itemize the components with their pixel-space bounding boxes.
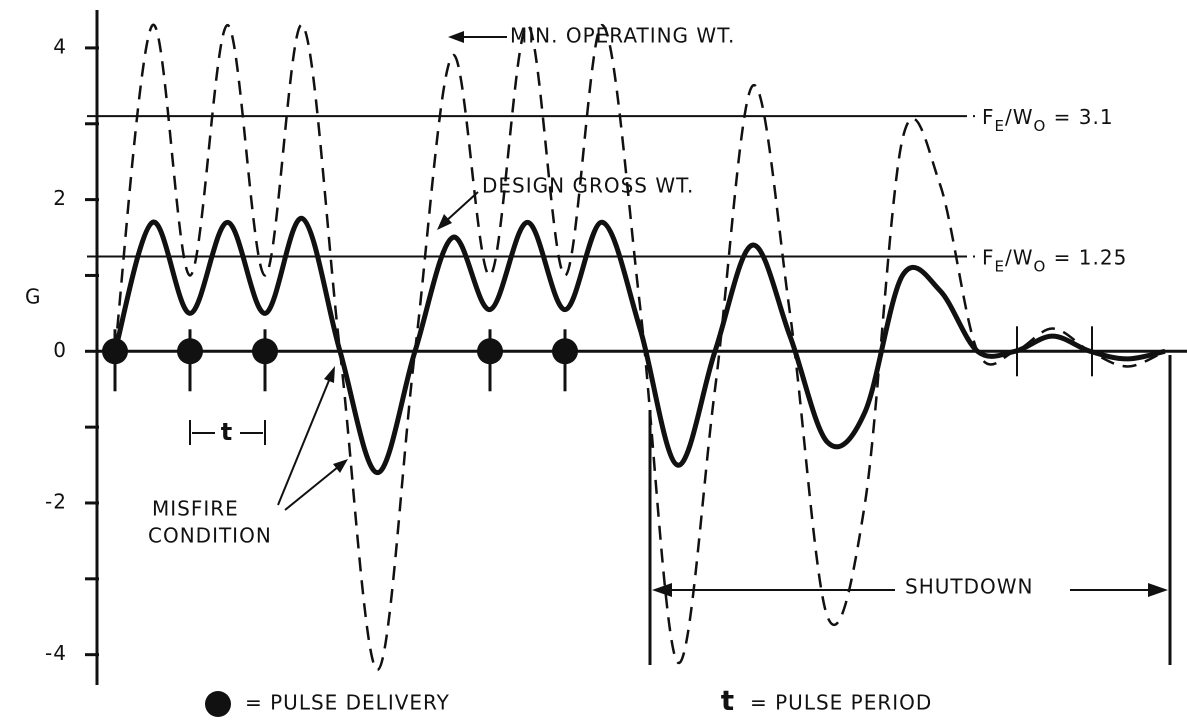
arrowhead <box>324 366 335 383</box>
legend-symbol: t <box>721 684 735 717</box>
label-part: /W <box>1005 105 1034 129</box>
label-part: /W <box>1005 245 1034 269</box>
annotation: MISFIRE <box>152 497 239 521</box>
y-tick-label: 2 <box>53 186 67 210</box>
y-tick-label: 4 <box>53 34 67 58</box>
pulse-dot <box>252 338 278 365</box>
reference-label: FE/WO = 3.1 <box>982 105 1114 135</box>
series-line <box>112 216 1166 476</box>
legend-dot <box>205 691 231 717</box>
reference-label: FE/WO = 1.25 <box>982 245 1127 275</box>
arrowhead <box>1148 583 1168 597</box>
arrowhead <box>652 583 672 597</box>
arrowhead <box>333 459 348 473</box>
pulse-dot <box>552 338 578 365</box>
series-label: MIN. OPERATING WT. <box>510 24 735 48</box>
series-label: DESIGN GROSS WT. <box>482 174 694 198</box>
series-line <box>113 23 1166 672</box>
label-part: = 1.25 <box>1046 245 1127 269</box>
arrowhead <box>448 31 464 43</box>
arrowhead <box>437 214 452 230</box>
arrow <box>284 466 339 511</box>
legend-label: = PULSE PERIOD <box>750 691 932 715</box>
pulse-dot <box>177 338 203 365</box>
period-symbol: t <box>221 418 233 446</box>
label-part: F <box>982 105 995 129</box>
label-part: E <box>995 117 1005 135</box>
annotation: SHUTDOWN <box>905 575 1033 599</box>
arrow <box>444 191 479 223</box>
label-part: F <box>982 245 995 269</box>
label-part: E <box>995 257 1005 275</box>
pulse-dot <box>102 338 128 365</box>
y-tick-label: 0 <box>53 338 67 362</box>
label-part: = 3.1 <box>1046 105 1113 129</box>
label-part: O <box>1034 117 1047 135</box>
y-tick-label: -2 <box>45 489 67 513</box>
label-part: O <box>1034 257 1047 275</box>
pulse-dot <box>477 338 503 365</box>
y-tick-label: -4 <box>45 641 67 665</box>
annotation: CONDITION <box>148 524 272 548</box>
arrow <box>277 377 331 506</box>
legend-label: = PULSE DELIVERY <box>245 691 450 715</box>
y-axis-label: G <box>25 285 42 309</box>
